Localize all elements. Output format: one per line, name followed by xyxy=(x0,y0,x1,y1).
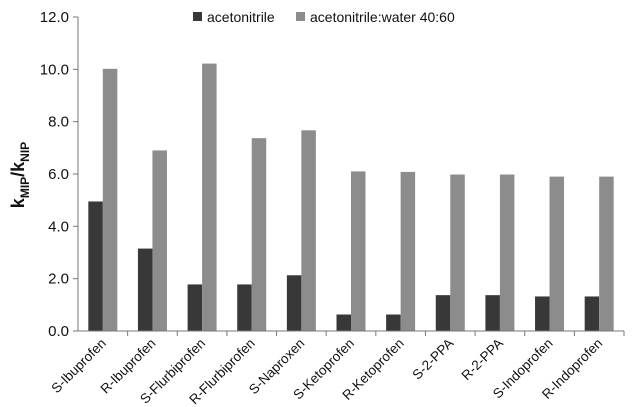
bars xyxy=(88,63,614,332)
x-category-label: S-2-PPA xyxy=(409,336,456,383)
legend-swatch-acetonitrile xyxy=(193,12,202,21)
y-tick-label: 8.0 xyxy=(48,114,69,131)
x-axis-categories: S-IbuprofenR-IbuprofenS-FlurbiprofenR-Fl… xyxy=(48,331,625,407)
y-tick-label: 6.0 xyxy=(48,166,69,183)
y-tick-label: 0.0 xyxy=(48,323,69,340)
legend-label-acetonitrile-water: acetonitrile:water 40:60 xyxy=(310,9,455,25)
y-axis-ticks: 0.0 2.0 4.0 6.0 8.0 10.0 12.0 xyxy=(40,9,78,340)
bar-acetonitrile-s-ketoprofen xyxy=(336,314,351,331)
bar-acetonitrile-water-s-indoprofen xyxy=(549,176,565,331)
legend-swatch-acetonitrile-water xyxy=(296,12,305,21)
legend: acetonitrile acetonitrile:water 40:60 xyxy=(193,9,455,25)
y-label-k: k xyxy=(8,197,28,208)
bar-acetonitrile-s-flurbiprofen xyxy=(187,284,203,331)
bar-acetonitrile-r-indoprofen xyxy=(584,296,600,331)
bar-acetonitrile-r-ibuprofen xyxy=(137,248,153,331)
bar-acetonitrile-water-s-naproxen xyxy=(301,130,316,331)
bar-acetonitrile-water-r-ibuprofen xyxy=(152,150,167,331)
bar-acetonitrile-r-ketoprofen xyxy=(386,314,401,331)
bar-acetonitrile-water-r-2-ppa xyxy=(499,174,515,331)
bar-acetonitrile-r-2-ppa xyxy=(485,295,500,331)
bar-acetonitrile-r-flurbiprofen xyxy=(237,284,252,331)
bar-acetonitrile-water-s-2-ppa xyxy=(450,174,465,331)
y-tick-label: 4.0 xyxy=(48,218,69,235)
y-label-sub-nip: NIP xyxy=(18,142,32,162)
bar-acetonitrile-s-ibuprofen xyxy=(88,201,103,331)
bar-acetonitrile-s-naproxen xyxy=(286,275,302,331)
bar-acetonitrile-water-s-ibuprofen xyxy=(102,68,118,331)
legend-label-acetonitrile: acetonitrile xyxy=(207,9,275,25)
bar-acetonitrile-water-r-flurbiprofen xyxy=(251,138,267,331)
bar-acetonitrile-s-indoprofen xyxy=(535,296,550,331)
bar-acetonitrile-water-s-ketoprofen xyxy=(351,171,366,331)
y-tick-label: 12.0 xyxy=(40,9,69,26)
x-category-label: R-2-PPA xyxy=(458,336,506,384)
y-tick-label: 10.0 xyxy=(40,61,69,78)
y-label-sep: /k xyxy=(8,161,28,177)
y-tick-label: 2.0 xyxy=(48,271,69,288)
y-axis-label: kMIP/kNIP xyxy=(8,142,32,208)
bar-acetonitrile-s-2-ppa xyxy=(435,295,451,331)
y-label-sub-mip: MIP xyxy=(18,177,32,198)
bar-acetonitrile-water-r-ketoprofen xyxy=(400,171,416,331)
bar-acetonitrile-water-s-flurbiprofen xyxy=(202,63,217,332)
bar-acetonitrile-water-r-indoprofen xyxy=(599,176,614,331)
